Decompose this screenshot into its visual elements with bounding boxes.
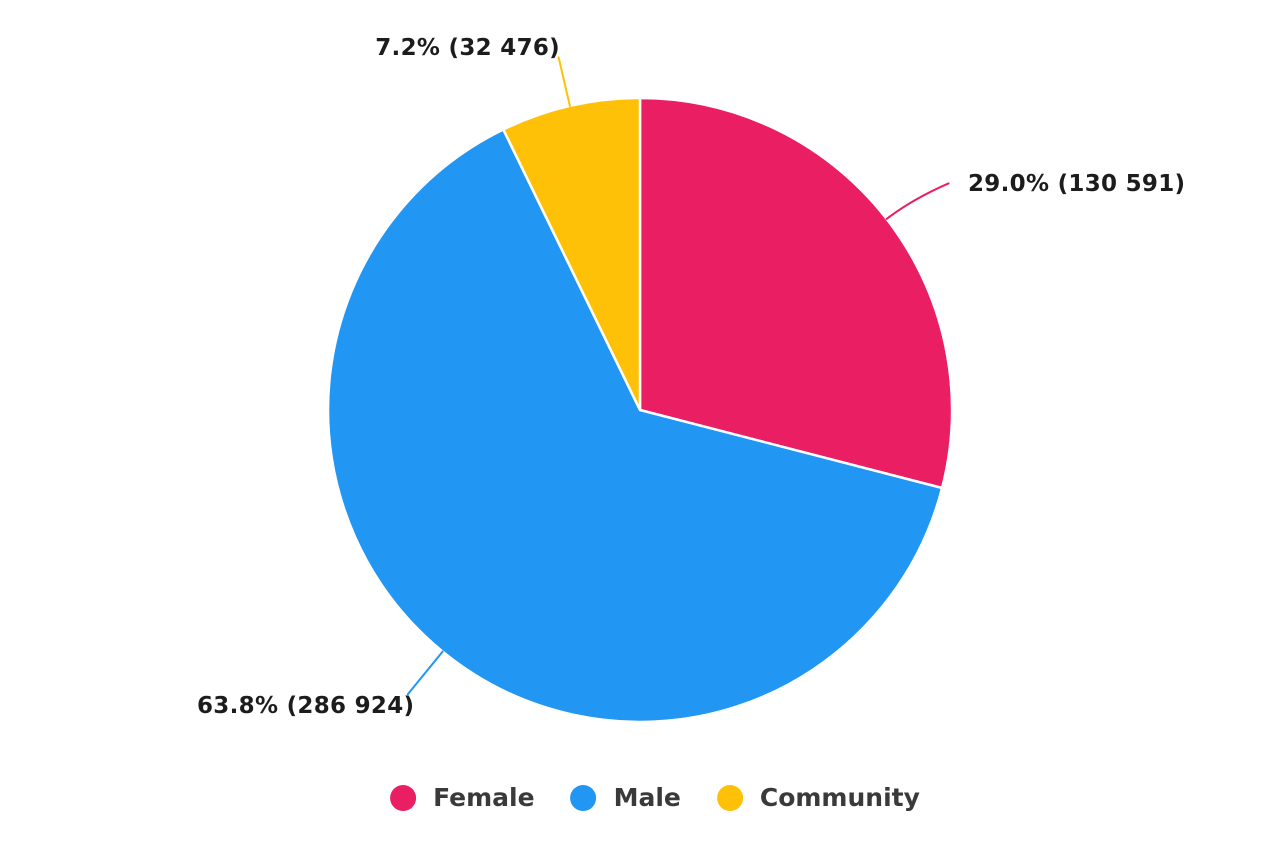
legend-swatch-community-icon bbox=[716, 784, 743, 811]
slice-label-community: 7.2% (32 476) bbox=[375, 35, 560, 61]
leader-line-male bbox=[406, 650, 444, 696]
leader-line-community bbox=[557, 56, 571, 107]
leader-line-female bbox=[885, 182, 950, 220]
legend: Female Male Community bbox=[390, 783, 920, 812]
legend-label-female: Female bbox=[433, 783, 535, 812]
slice-label-male: 63.8% (286 924) bbox=[197, 693, 415, 719]
legend-item-female: Female bbox=[390, 783, 535, 812]
legend-swatch-female-icon bbox=[390, 784, 417, 811]
legend-item-male: Male bbox=[570, 783, 681, 812]
slice-label-female: 29.0% (130 591) bbox=[968, 171, 1186, 197]
legend-swatch-male-icon bbox=[570, 784, 597, 811]
legend-item-community: Community bbox=[716, 783, 920, 812]
legend-label-community: Community bbox=[759, 783, 920, 812]
legend-label-male: Male bbox=[613, 783, 681, 812]
